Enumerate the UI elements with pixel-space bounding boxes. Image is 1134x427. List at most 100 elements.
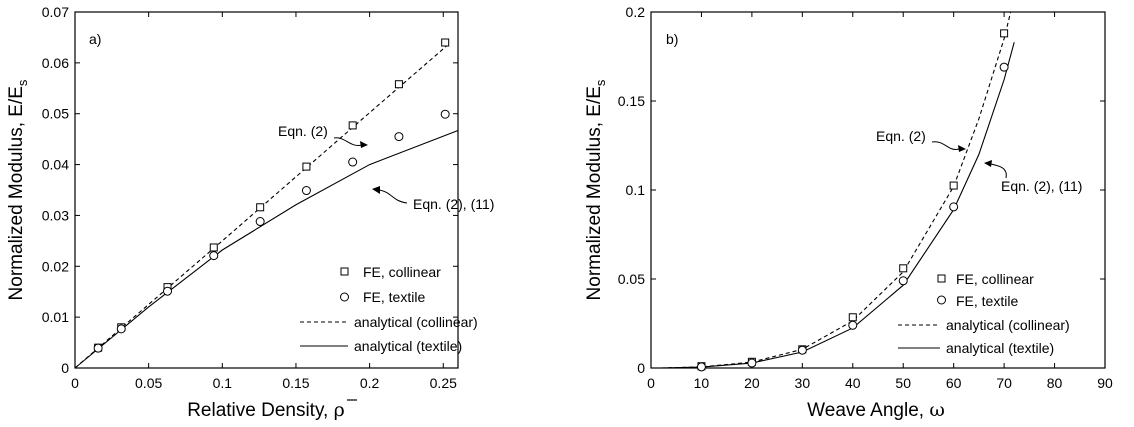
y-axis-title-main: Normalized Modulus, E/E xyxy=(584,86,605,300)
annotation-arrowhead xyxy=(372,186,380,194)
data-point-square xyxy=(899,264,908,273)
data-point-circle xyxy=(255,217,265,227)
legend-marker-square xyxy=(937,274,946,283)
legend-label: FE, collinear xyxy=(956,271,1034,287)
panel-label: a) xyxy=(89,31,101,47)
data-point-circle xyxy=(898,276,908,286)
series-layer xyxy=(74,38,459,369)
y-tick-label: 0.06 xyxy=(42,55,69,71)
x-axis-title: Relative Density, ρ xyxy=(187,399,345,421)
data-point-square xyxy=(209,243,218,252)
annotation-eqn-2: Eqn. (2) xyxy=(876,128,926,144)
y-axis-title-subscript: s xyxy=(593,79,608,86)
legend-marker-square xyxy=(340,267,349,276)
panel-label: b) xyxy=(666,31,678,47)
x-tick-label: 90 xyxy=(1097,375,1113,391)
y-tick-label: 0.15 xyxy=(618,93,645,109)
data-point-square xyxy=(848,313,857,322)
data-point-square xyxy=(949,181,958,190)
y-axis-title: Normalized Modulus, E/Es xyxy=(584,79,608,300)
x-tick-label: 0.1 xyxy=(213,375,233,391)
y-tick-label: 0.2 xyxy=(626,4,646,20)
legend-label: FE, textile xyxy=(363,289,425,305)
x-tick-label: 30 xyxy=(795,375,811,391)
legend-label: analytical (textile) xyxy=(946,340,1054,356)
y-axis-title-main: Normalized Modulus, E/E xyxy=(6,86,27,300)
y-tick-label: 0.05 xyxy=(618,271,645,287)
y-axis-title: Normalized Modulus, E/Es xyxy=(6,79,30,300)
legend-label: analytical (textile) xyxy=(354,338,462,354)
data-point-circle xyxy=(209,251,219,261)
data-point-square xyxy=(302,162,311,171)
tick-labels: 0 10 20 30 40 50 60 70 80 90 0 0.05 0.1 0.15 0.2 xyxy=(618,4,1113,391)
legend-marker-circle xyxy=(937,295,946,305)
data-point-circle xyxy=(116,324,126,334)
series-layer xyxy=(661,11,1015,372)
y-tick-label: 0.01 xyxy=(42,309,69,325)
x-axis-title-symbol: ω xyxy=(929,399,945,421)
x-tick-label: 0.15 xyxy=(282,375,309,391)
x-tick-label: 50 xyxy=(895,375,911,391)
data-point-circle xyxy=(696,362,706,372)
legend-marker-circle xyxy=(340,292,349,302)
x-tick-label: 10 xyxy=(694,375,710,391)
y-tick-label: 0.02 xyxy=(42,258,69,274)
annotation-arrowhead xyxy=(984,160,992,167)
panel-b: 0 10 20 30 40 50 60 70 80 90 0 0.05 0.1 0.15 0.2 b) No… xyxy=(584,4,1113,421)
data-point-circle xyxy=(747,358,757,368)
x-axis-title: Weave Angle, ω xyxy=(807,399,945,421)
y-tick-label: 0 xyxy=(61,360,69,376)
series-line xyxy=(74,129,459,369)
data-point-square xyxy=(1000,29,1009,38)
x-tick-label: 20 xyxy=(744,375,760,391)
x-tick-label: 0.05 xyxy=(135,375,162,391)
annotation-arrow xyxy=(378,189,408,204)
data-point-circle xyxy=(999,62,1009,72)
x-tick-label: 80 xyxy=(1047,375,1063,391)
data-point-square xyxy=(441,38,450,47)
series-line xyxy=(74,42,451,369)
y-tick-label: 0.07 xyxy=(42,4,69,20)
x-axis-title-symbol: ρ xyxy=(334,399,345,421)
data-point-circle xyxy=(163,286,173,296)
x-tick-label: 0 xyxy=(71,375,79,391)
data-point-square xyxy=(256,203,265,212)
annotation-arrow xyxy=(333,137,363,146)
x-axis-title-main: Weave Angle, xyxy=(807,400,929,421)
x-tick-label: 0.25 xyxy=(430,375,457,391)
data-point-square xyxy=(348,121,357,130)
x-axis-title-main: Relative Density, xyxy=(187,400,333,421)
x-tick-label: 40 xyxy=(845,375,861,391)
legend-label: analytical (collinear) xyxy=(946,317,1070,333)
panel-a: 0 0.05 0.1 0.15 0.2 0.25 0 0.01 0.02 0.03 0.04 0.05… xyxy=(6,4,494,421)
data-point-circle xyxy=(797,345,807,355)
series-line xyxy=(661,11,1012,369)
data-point-circle xyxy=(348,157,358,167)
x-tick-label: 0.2 xyxy=(360,375,380,391)
legend-label: FE, textile xyxy=(956,293,1018,309)
y-tick-label: 0.04 xyxy=(42,157,69,173)
series-line xyxy=(661,42,1015,369)
plot-frame xyxy=(74,11,459,369)
legend-label: analytical (collinear) xyxy=(354,314,478,330)
y-tick-label: 0 xyxy=(637,360,645,376)
data-point-circle xyxy=(440,109,450,119)
data-point-circle xyxy=(394,132,404,142)
annotation-arrow xyxy=(931,141,960,150)
data-point-circle xyxy=(949,202,959,212)
legend-label: FE, collinear xyxy=(363,264,441,280)
x-tick-label: 60 xyxy=(946,375,962,391)
tick-marks xyxy=(650,11,1106,369)
data-point-square xyxy=(394,80,403,89)
annotation-arrowhead xyxy=(958,145,966,152)
legend: FE, collinear FE, textile analytical (co… xyxy=(898,271,1070,356)
legend: FE, collinear FE, textile analytical (co… xyxy=(300,264,478,354)
y-axis-title-subscript: s xyxy=(15,79,30,86)
y-tick-label: 0.05 xyxy=(42,106,69,122)
x-tick-label: 70 xyxy=(996,375,1012,391)
y-tick-label: 0.03 xyxy=(42,207,69,223)
data-point-circle xyxy=(848,320,858,330)
data-point-circle xyxy=(93,343,103,353)
annotation-arrow xyxy=(990,163,1007,179)
